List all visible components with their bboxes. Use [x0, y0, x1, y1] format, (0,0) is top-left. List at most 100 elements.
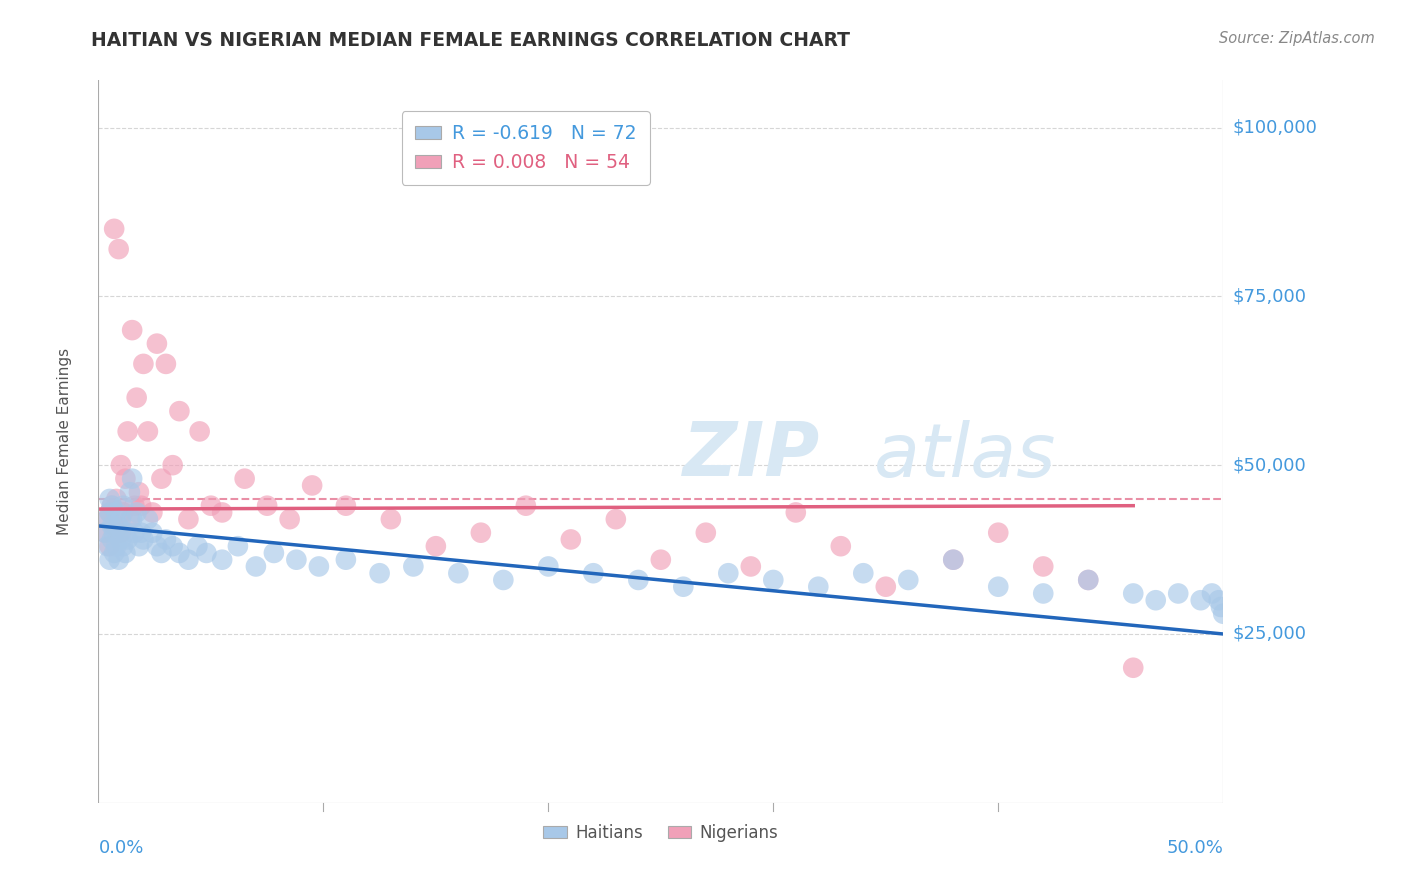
Point	[285, 552, 308, 566]
Point	[186, 539, 208, 553]
Point	[605, 512, 627, 526]
Point	[129, 499, 152, 513]
Point	[1122, 661, 1144, 675]
Point	[627, 573, 650, 587]
Point	[141, 505, 163, 519]
Point	[112, 499, 135, 513]
Point	[1032, 586, 1054, 600]
Point	[695, 525, 717, 540]
Point	[177, 552, 200, 566]
Point	[263, 546, 285, 560]
Point	[114, 546, 136, 560]
Point	[1032, 559, 1054, 574]
Point	[110, 533, 132, 547]
Point	[987, 525, 1010, 540]
Text: Source: ZipAtlas.com: Source: ZipAtlas.com	[1219, 31, 1375, 46]
Point	[740, 559, 762, 574]
Point	[141, 525, 163, 540]
Point	[103, 546, 125, 560]
Point	[121, 512, 143, 526]
Point	[447, 566, 470, 581]
Point	[188, 425, 211, 439]
Point	[1077, 573, 1099, 587]
Point	[107, 519, 129, 533]
Point	[1201, 586, 1223, 600]
Point	[402, 559, 425, 574]
Point	[101, 499, 124, 513]
Point	[96, 512, 118, 526]
Point	[762, 573, 785, 587]
Text: $50,000: $50,000	[1232, 456, 1306, 475]
Point	[98, 552, 121, 566]
Point	[136, 512, 159, 526]
Point	[169, 546, 191, 560]
Point	[233, 472, 256, 486]
Point	[98, 539, 121, 553]
Point	[98, 505, 121, 519]
Point	[118, 512, 141, 526]
Point	[1209, 599, 1232, 614]
Point	[1208, 593, 1230, 607]
Point	[101, 519, 124, 533]
Text: atlas: atlas	[683, 420, 1056, 492]
Text: 50.0%: 50.0%	[1167, 838, 1223, 857]
Point	[1122, 586, 1144, 600]
Point	[1167, 586, 1189, 600]
Point	[132, 357, 155, 371]
Point	[177, 512, 200, 526]
Point	[278, 512, 301, 526]
Point	[150, 546, 173, 560]
Point	[162, 539, 184, 553]
Point	[94, 525, 117, 540]
Text: $75,000: $75,000	[1232, 287, 1306, 305]
Point	[150, 472, 173, 486]
Point	[112, 505, 135, 519]
Point	[425, 539, 447, 553]
Point	[987, 580, 1010, 594]
Point	[117, 425, 139, 439]
Point	[785, 505, 807, 519]
Point	[226, 539, 249, 553]
Point	[103, 222, 125, 236]
Text: HAITIAN VS NIGERIAN MEDIAN FEMALE EARNINGS CORRELATION CHART: HAITIAN VS NIGERIAN MEDIAN FEMALE EARNIN…	[91, 31, 851, 50]
Point	[110, 458, 132, 472]
Point	[717, 566, 740, 581]
Point	[98, 505, 121, 519]
Point	[672, 580, 695, 594]
Point	[114, 472, 136, 486]
Text: ZIP: ZIP	[683, 419, 821, 492]
Point	[155, 533, 177, 547]
Point	[195, 546, 218, 560]
Point	[897, 573, 920, 587]
Point	[117, 533, 139, 547]
Point	[118, 485, 141, 500]
Point	[308, 559, 330, 574]
Point	[830, 539, 852, 553]
Point	[852, 566, 875, 581]
Text: $25,000: $25,000	[1232, 625, 1306, 643]
Point	[200, 499, 222, 513]
Text: $100,000: $100,000	[1232, 119, 1317, 136]
Point	[107, 242, 129, 256]
Point	[107, 552, 129, 566]
Legend: Haitians, Nigerians: Haitians, Nigerians	[537, 817, 785, 848]
Point	[380, 512, 402, 526]
Point	[245, 559, 267, 574]
Text: 0.0%: 0.0%	[98, 838, 143, 857]
Point	[146, 539, 169, 553]
Point	[96, 539, 118, 553]
Point	[105, 491, 128, 506]
Point	[94, 525, 117, 540]
Point	[211, 505, 233, 519]
Point	[103, 525, 125, 540]
Point	[105, 505, 128, 519]
Point	[121, 323, 143, 337]
Point	[211, 552, 233, 566]
Point	[1144, 593, 1167, 607]
Point	[105, 539, 128, 553]
Point	[101, 533, 124, 547]
Point	[98, 491, 121, 506]
Point	[155, 357, 177, 371]
Point	[807, 580, 830, 594]
Point	[125, 505, 148, 519]
